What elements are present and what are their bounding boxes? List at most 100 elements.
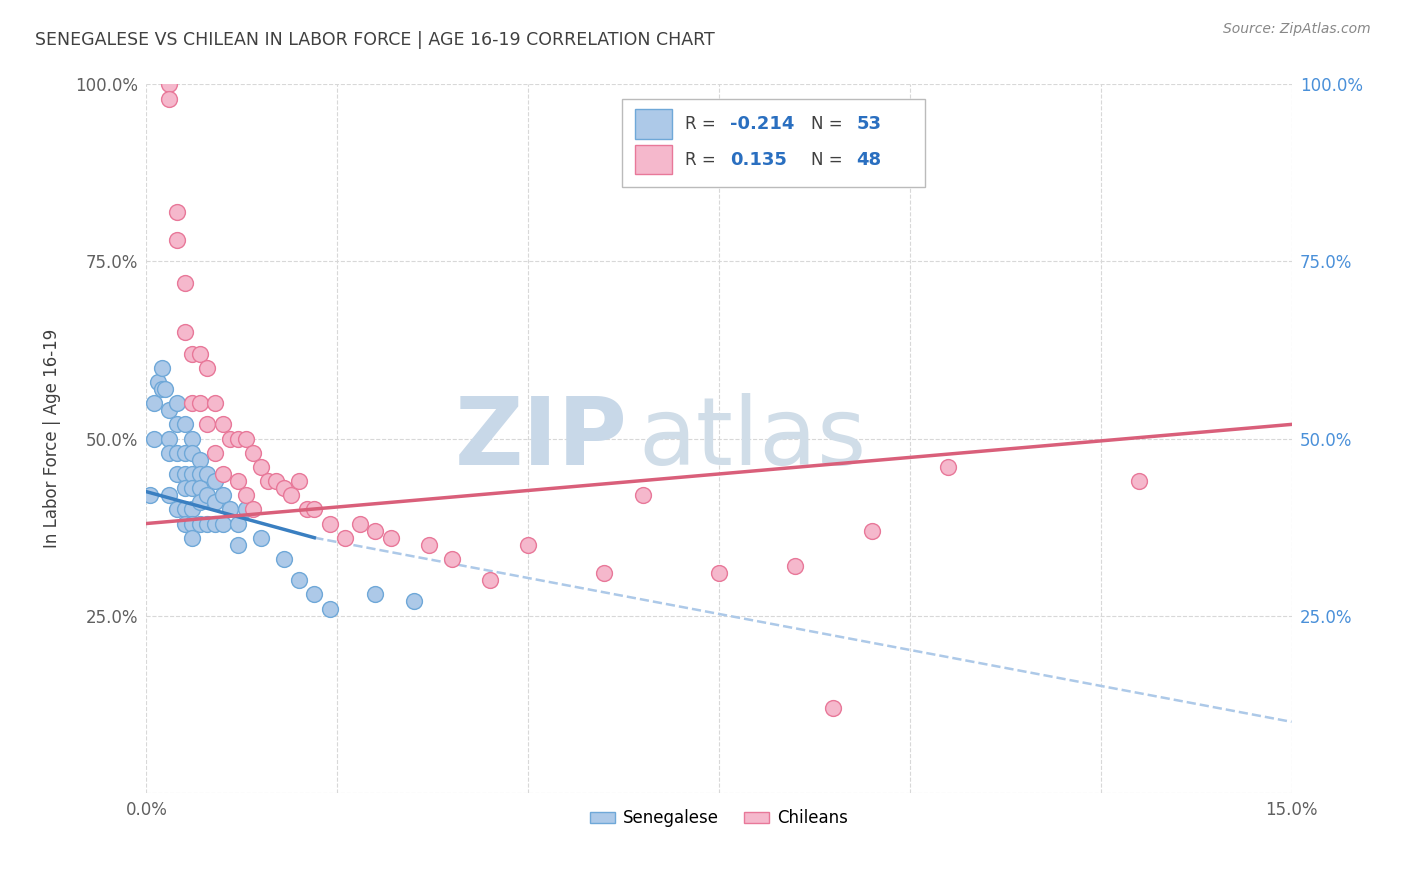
Point [288,573,311,587]
Point [440,552,463,566]
Point [157,403,180,417]
Point [257,474,280,488]
Point [273,552,295,566]
Text: atlas: atlas [638,392,868,484]
Point [197,467,219,481]
Point [204,396,226,410]
Point [157,92,180,106]
Point [288,474,311,488]
Point [181,531,204,545]
Point [226,474,249,488]
Legend: Senegalese, Chileans: Senegalese, Chileans [583,803,855,834]
Point [181,346,204,360]
Point [211,417,233,432]
Point [166,446,188,460]
Point [295,502,318,516]
Text: N =: N = [811,115,842,133]
Text: ZIP: ZIP [454,392,627,484]
Point [181,432,204,446]
Point [188,495,211,509]
Point [264,474,287,488]
Point [181,467,204,481]
Point [197,417,219,432]
Point [418,538,440,552]
Point [380,531,402,545]
Point [204,495,226,509]
Point [211,516,233,531]
Point [197,488,219,502]
Point [318,516,340,531]
Point [211,488,233,502]
Point [181,502,204,516]
Point [188,452,211,467]
FancyBboxPatch shape [636,109,672,139]
Point [173,326,195,340]
Point [242,446,264,460]
Point [204,474,226,488]
Point [318,601,340,615]
Point [157,432,180,446]
Point [166,417,188,432]
Point [304,587,326,601]
Point [173,417,195,432]
Point [173,516,195,531]
Point [707,566,730,580]
Point [1128,474,1150,488]
Point [235,488,257,502]
Point [219,502,242,516]
Point [157,446,180,460]
Point [204,516,226,531]
Point [242,502,264,516]
Point [166,502,188,516]
Point [197,516,219,531]
Point [173,276,195,290]
Point [181,516,204,531]
Point [181,481,204,495]
Point [173,502,195,516]
Point [181,446,204,460]
Point [139,488,162,502]
Point [150,360,173,375]
Point [478,573,501,587]
Point [143,396,166,410]
Point [304,502,326,516]
Point [188,516,211,531]
Point [226,516,249,531]
Text: R =: R = [685,151,716,169]
Point [860,524,883,538]
Text: R =: R = [685,115,716,133]
Point [166,233,188,247]
Point [166,396,188,410]
Point [166,467,188,481]
Point [349,516,371,531]
Point [517,538,540,552]
Point [250,531,273,545]
Point [280,488,302,502]
Point [631,488,654,502]
Y-axis label: In Labor Force | Age 16-19: In Labor Force | Age 16-19 [44,329,60,549]
Point [197,360,219,375]
Point [173,467,195,481]
Point [166,205,188,219]
Point [155,382,177,396]
Point [146,375,169,389]
Point [785,559,807,574]
Text: N =: N = [811,151,842,169]
Point [150,382,173,396]
Point [823,700,845,714]
Text: SENEGALESE VS CHILEAN IN LABOR FORCE | AGE 16-19 CORRELATION CHART: SENEGALESE VS CHILEAN IN LABOR FORCE | A… [35,31,714,49]
Point [188,467,211,481]
Point [333,531,356,545]
Point [593,566,616,580]
Text: 53: 53 [856,115,882,133]
Point [936,459,959,474]
Point [364,587,387,601]
Point [204,446,226,460]
Text: 0.135: 0.135 [730,151,787,169]
Text: 48: 48 [856,151,882,169]
Point [235,432,257,446]
Point [188,346,211,360]
Point [402,594,425,608]
Point [173,481,195,495]
Text: Source: ZipAtlas.com: Source: ZipAtlas.com [1223,22,1371,37]
